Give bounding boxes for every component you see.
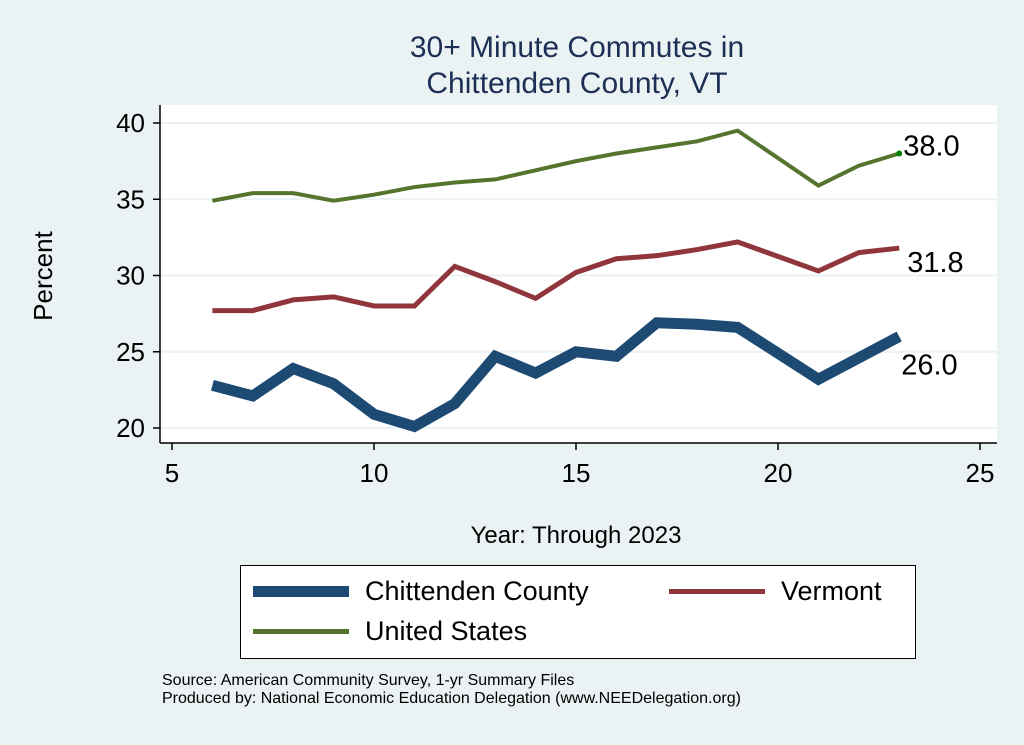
y-tick-label: 30 xyxy=(116,261,145,291)
chart-title-line-1: 30+ Minute Commutes in xyxy=(409,31,745,64)
x-tick-label: 5 xyxy=(165,458,179,488)
y-tick-label: 35 xyxy=(116,184,145,214)
y-tick-label: 40 xyxy=(116,108,145,138)
legend-swatch-us xyxy=(253,629,349,634)
chart-title-line-2: Chittenden County, VT xyxy=(426,67,728,100)
y-tick-label: 25 xyxy=(116,337,145,367)
legend-item-us: United States xyxy=(253,616,527,647)
x-tick-label: 10 xyxy=(360,458,389,488)
x-tick-label: 15 xyxy=(562,458,591,488)
line-chart: 20 25 30 35 40 5 10 15 20 25 Year: Through 2023 Per… xyxy=(28,105,997,549)
end-marker xyxy=(896,150,903,157)
end-value-label: 38.0 xyxy=(903,131,959,163)
legend: Chittenden County Vermont United States xyxy=(240,565,916,659)
end-value-label: 26.0 xyxy=(901,350,957,382)
end-value-label: 31.8 xyxy=(907,247,963,279)
legend-label: Vermont xyxy=(781,576,882,606)
x-tick-label: 25 xyxy=(966,458,995,488)
x-tick-label: 20 xyxy=(764,458,793,488)
x-axis-label: Year: Through 2023 xyxy=(471,522,682,549)
legend-label: United States xyxy=(365,616,528,646)
legend-swatch-chittenden xyxy=(253,586,349,597)
producer-line: Produced by: National Economic Education… xyxy=(162,690,741,707)
legend-label: Chittenden County xyxy=(365,576,589,606)
legend-swatch-vermont xyxy=(669,589,765,594)
y-tick-label: 20 xyxy=(116,413,145,443)
y-axis-label: Percent xyxy=(28,230,58,320)
source-line: Source: American Community Survey, 1-yr … xyxy=(162,672,575,689)
source-note: Source: American Community Survey, 1-yr … xyxy=(162,672,741,708)
legend-item-vermont: Vermont xyxy=(669,576,882,607)
legend-item-chittenden: Chittenden County xyxy=(253,576,589,607)
